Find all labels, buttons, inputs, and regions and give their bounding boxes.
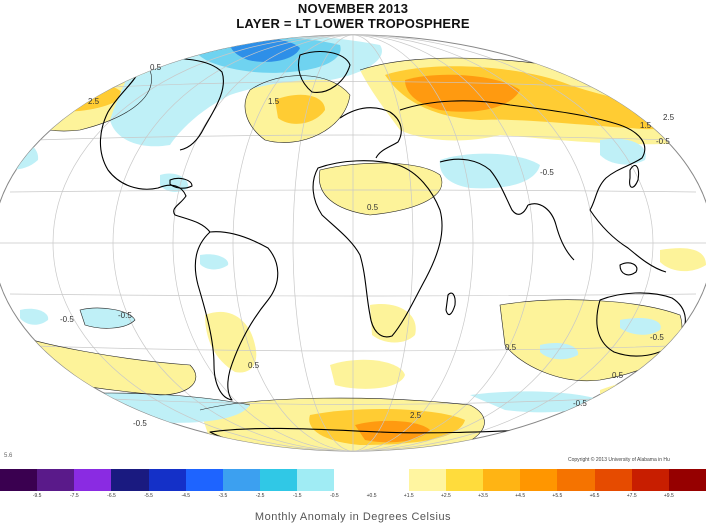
contour-label: 1.5 xyxy=(640,121,652,130)
map-subtitle: LAYER = LT LOWER TROPOSPHERE xyxy=(236,16,470,31)
color-legend-swatch xyxy=(111,469,149,491)
color-legend-swatch xyxy=(483,469,521,491)
color-legend-tick: +1.5 xyxy=(403,493,414,499)
color-legend-swatch xyxy=(260,469,298,491)
contour-label: 2.5 xyxy=(663,113,675,122)
color-legend-swatch xyxy=(297,469,335,491)
color-legend-tick: -3.5 xyxy=(218,493,228,499)
legend-caption: Monthly Anomaly in Degrees Celsius xyxy=(254,511,452,523)
color-legend-tick: -7.5 xyxy=(70,493,79,499)
color-legend-ticks: -9.5 -7.5 -6.5 -5.5 -4.5 -3.5 -2.5 -1.5 -0.5 +0.5… xyxy=(0,493,706,503)
color-legend-tick: -1.5 xyxy=(292,493,302,499)
color-legend-tick: +5.5 xyxy=(552,493,563,499)
color-legend-tick: -9.5 xyxy=(32,493,42,499)
scale-note: 5.6 xyxy=(4,453,13,459)
color-legend-tick: -6.5 xyxy=(107,493,116,499)
color-legend-tick: +0.5 xyxy=(366,493,377,499)
color-legend-swatch xyxy=(74,469,112,491)
contour-label: -0.5 xyxy=(650,333,664,342)
color-legend-swatch xyxy=(371,469,409,491)
color-legend-swatch xyxy=(520,469,558,491)
contour-label: -0.5 xyxy=(133,419,147,428)
color-legend-bar xyxy=(0,469,706,491)
contour-label: 0.5 xyxy=(150,63,162,72)
contour-label: 2.5 xyxy=(88,97,100,106)
color-legend-tick: +7.5 xyxy=(626,493,637,499)
contour-label: 0.5 xyxy=(612,371,624,380)
contour-label: 0.5 xyxy=(505,343,517,352)
color-legend-swatch xyxy=(0,469,38,491)
contour-label: 0.5 xyxy=(248,361,260,370)
color-legend-tick: -4.5 xyxy=(181,493,191,499)
contour-label: -0.5 xyxy=(60,315,74,324)
color-legend-swatch xyxy=(37,469,75,491)
color-legend-tick: +6.5 xyxy=(589,493,600,499)
color-legend-tick: -5.5 xyxy=(144,493,153,499)
copyright-text: Copyright © 2013 University of Alabama i… xyxy=(568,457,670,463)
color-legend-tick: -2.5 xyxy=(255,493,265,499)
color-legend-swatch xyxy=(557,469,595,491)
color-legend-swatch xyxy=(668,469,706,491)
color-legend-swatch xyxy=(185,469,223,491)
color-legend-tick: +2.5 xyxy=(440,493,451,499)
contour-label: 0.5 xyxy=(367,203,379,212)
color-legend-swatch xyxy=(222,469,261,491)
contour-label: -0.5 xyxy=(540,168,554,177)
color-legend-swatch xyxy=(408,469,446,491)
contour-labels: 2.5 1.5 2.5 0.5 -0.5 0.5 -0.5 -0.5 0.5 -… xyxy=(60,63,675,428)
map-title: NOVEMBER 2013 xyxy=(297,1,409,16)
graticule xyxy=(0,35,706,451)
contour-label: -0.5 xyxy=(118,311,132,320)
color-legend-tick: +3.5 xyxy=(478,493,488,499)
color-legend-swatch xyxy=(334,469,372,491)
contour-label: 1.5 xyxy=(268,97,280,106)
color-legend-swatch xyxy=(594,469,632,491)
color-legend-tick: +9.5 xyxy=(663,493,674,499)
color-legend-swatch xyxy=(445,469,484,491)
anomaly-map: 2.5 1.5 2.5 0.5 -0.5 0.5 -0.5 -0.5 0.5 -… xyxy=(0,34,706,452)
color-legend-tick: -0.5 xyxy=(330,493,339,499)
color-legend-swatch xyxy=(148,469,186,491)
color-legend-swatch xyxy=(631,469,669,491)
contour-label: -0.5 xyxy=(656,137,670,146)
contour-label: -0.5 xyxy=(573,399,587,408)
color-legend-tick: +4.5 xyxy=(515,493,526,499)
contour-label: 2.5 xyxy=(410,411,422,420)
